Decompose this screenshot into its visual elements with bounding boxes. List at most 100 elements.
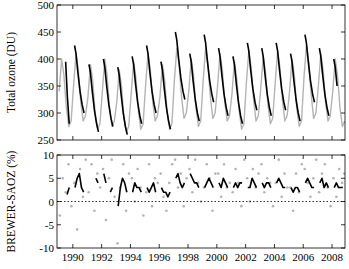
y-axis-title: Total ozone (DU) <box>5 32 18 113</box>
y-tick <box>341 224 345 225</box>
x-tick <box>332 155 333 159</box>
scatter-point <box>125 210 128 213</box>
x-tick <box>332 5 333 9</box>
x-tick <box>72 244 73 248</box>
scatter-point <box>283 172 286 175</box>
x-tick <box>72 155 73 159</box>
y-tick-label: 5 <box>49 172 55 184</box>
x-tick <box>130 5 131 9</box>
y-tick-label: 300 <box>38 107 55 119</box>
y-tick <box>57 248 61 249</box>
y-tick <box>341 86 345 87</box>
scatter-point <box>191 191 194 194</box>
x-tick-label: 1994 <box>119 251 142 263</box>
x-tick <box>130 155 131 159</box>
scatter-point <box>277 158 280 161</box>
scatter-point <box>87 191 90 194</box>
plot-area <box>59 32 345 135</box>
scatter-point <box>335 196 338 199</box>
x-tick <box>274 5 275 9</box>
y-tick <box>57 32 61 33</box>
x-tick <box>303 244 304 248</box>
scatter-point <box>122 163 125 166</box>
scatter-point <box>252 168 255 171</box>
scatter-point <box>318 191 321 194</box>
scatter-point <box>148 163 151 166</box>
y-tick <box>57 155 61 156</box>
line <box>67 174 343 207</box>
x-tick <box>332 244 333 248</box>
scatter-point <box>61 177 64 180</box>
scatter-point <box>263 191 266 194</box>
scatter-point <box>105 219 108 222</box>
scatter-point <box>338 168 341 171</box>
x-tick <box>245 244 246 248</box>
x-tick <box>245 155 246 159</box>
x-tick <box>303 5 304 9</box>
scatter-point <box>243 158 246 161</box>
scatter-point <box>188 168 191 171</box>
y-tick <box>341 178 345 179</box>
x-tick <box>101 5 102 9</box>
scatter-point <box>321 172 324 175</box>
x-tick <box>130 136 131 140</box>
scatter-point <box>116 242 119 245</box>
scatter-point <box>165 210 168 213</box>
x-tick <box>303 155 304 159</box>
x-tick <box>188 244 189 248</box>
y-tick-label: 400 <box>38 53 55 65</box>
y-tick <box>57 86 61 87</box>
scatter-point <box>157 182 160 185</box>
scatter-point <box>280 196 283 199</box>
scatter-point <box>234 168 237 171</box>
scatter-point <box>79 168 82 171</box>
scatter-point <box>246 177 249 180</box>
y-axis-title: BREWER-SAOZ (%) <box>5 150 18 252</box>
x-tick-label: 1990 <box>62 251 85 263</box>
scatter-point <box>90 163 93 166</box>
x-tick <box>159 155 160 159</box>
scatter-point <box>229 182 232 185</box>
scatter-point <box>295 172 298 175</box>
scatter-point <box>110 158 113 161</box>
scatter-point <box>182 205 185 208</box>
scatter-point <box>324 163 327 166</box>
scatter-point <box>76 228 79 231</box>
x-tick <box>216 136 217 140</box>
scatter-point <box>131 177 134 180</box>
y-tick <box>57 113 61 114</box>
x-tick <box>101 136 102 140</box>
scatter-point <box>329 205 332 208</box>
scatter-point <box>145 191 148 194</box>
y-tick <box>341 248 345 249</box>
scatter-point <box>332 177 335 180</box>
scatter-point <box>217 172 220 175</box>
y-tick-label: 500 <box>38 0 55 11</box>
y-tick-label: -5 <box>45 219 55 231</box>
scatter-point <box>67 163 70 166</box>
y-tick <box>341 155 345 156</box>
x-tick <box>274 155 275 159</box>
scatter-point <box>272 205 275 208</box>
y-tick-label: 450 <box>38 26 55 38</box>
scatter-point <box>102 168 105 171</box>
x-tick <box>188 5 189 9</box>
scatter-point <box>142 214 145 217</box>
scatter-point <box>301 163 304 166</box>
scatter-point <box>231 191 234 194</box>
x-tick-label: 2008 <box>321 251 344 263</box>
scatter-point <box>70 205 73 208</box>
scatter-point <box>185 177 188 180</box>
scatter-point <box>260 163 263 166</box>
scatter-point <box>303 168 306 171</box>
y-tick <box>341 140 345 141</box>
scatter-point <box>154 177 157 180</box>
scatter-point <box>64 191 67 194</box>
scatter-point <box>315 158 318 161</box>
y-tick <box>341 201 345 202</box>
x-tick <box>332 136 333 140</box>
x-tick-label: 2002 <box>235 251 257 263</box>
y-tick-label: 0 <box>49 196 55 208</box>
x-tick <box>216 244 217 248</box>
scatter-point <box>162 196 165 199</box>
